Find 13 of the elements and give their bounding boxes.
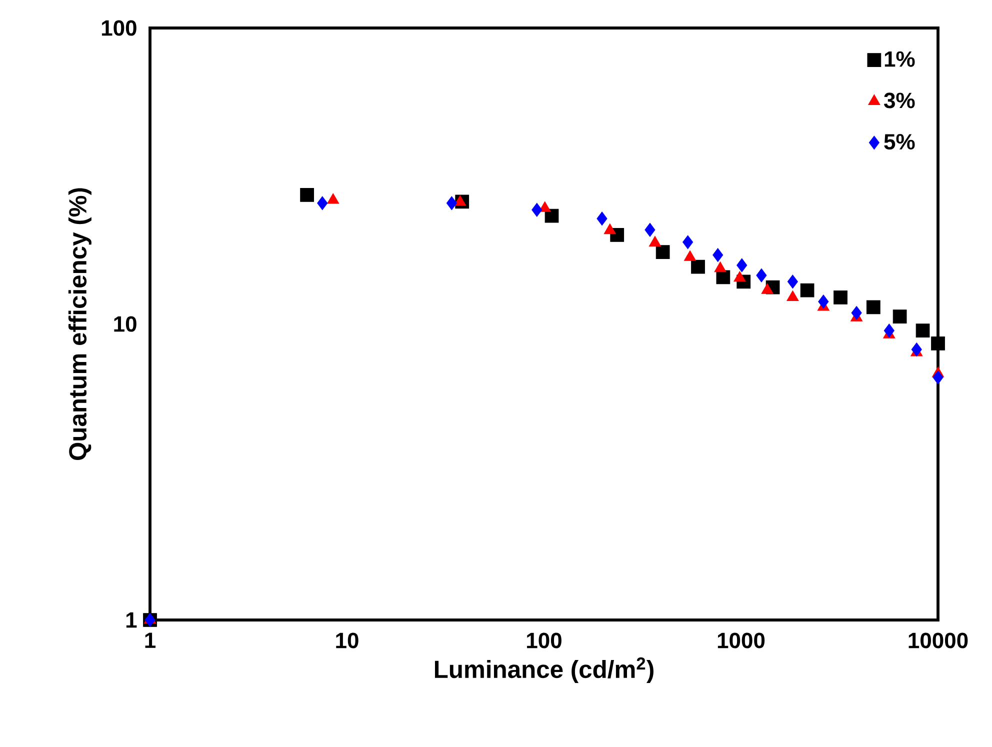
- y-axis-title: Quantum efficiency (%): [68, 188, 92, 460]
- x-tick-label: 1000: [718, 632, 765, 648]
- y-tick-label: 1: [126, 612, 137, 628]
- legend-label: 3%: [884, 92, 915, 108]
- y-tick-label: 100: [102, 20, 136, 36]
- x-axis-title: Luminance (cd/m$^{2}$): [434, 657, 654, 683]
- x-tick-label: 10: [336, 632, 358, 648]
- x-tick-label: 100: [527, 632, 562, 648]
- y-tick-label: 10: [114, 316, 136, 332]
- x-tick-label: 1: [145, 632, 156, 648]
- legend-label: 5%: [884, 134, 915, 150]
- x-tick-label: 10000: [908, 632, 968, 648]
- legend-label: 1%: [884, 51, 915, 67]
